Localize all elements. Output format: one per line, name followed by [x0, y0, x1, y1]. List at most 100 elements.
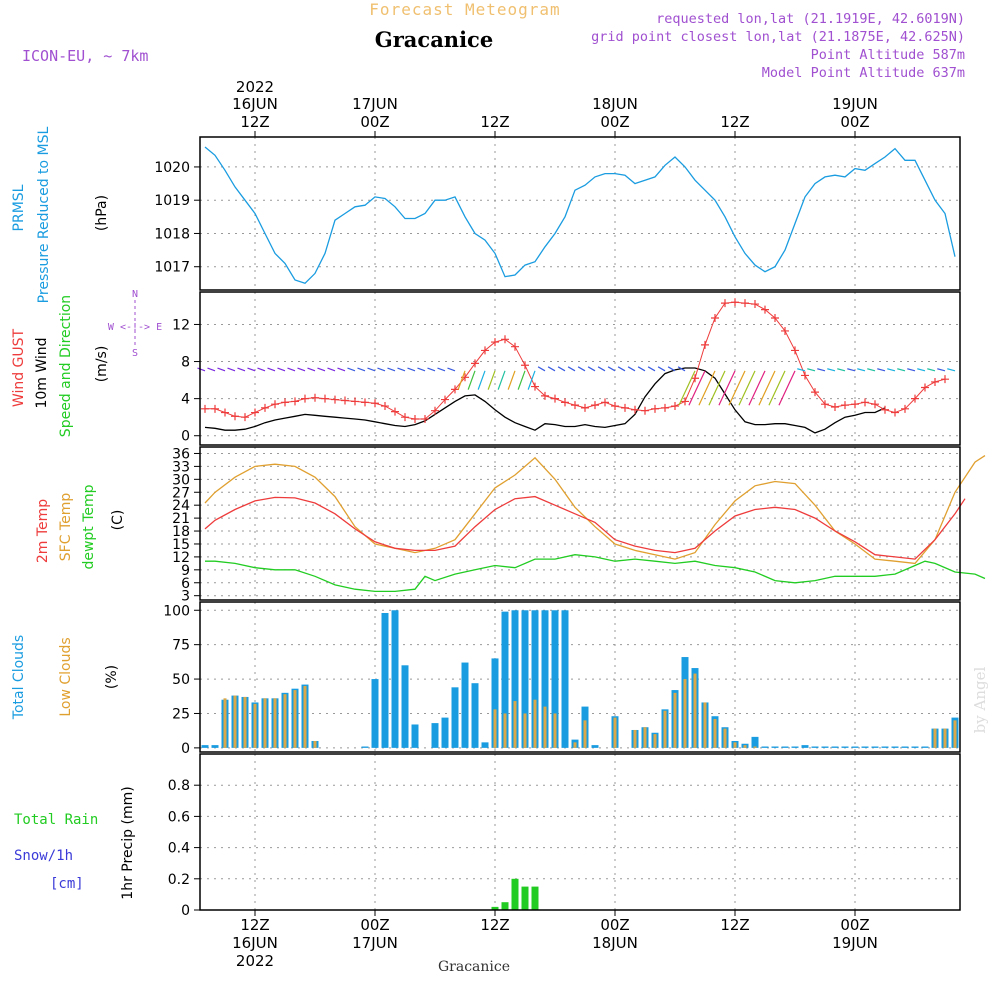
time-label-bottom: 00Z	[600, 916, 629, 934]
cloud-total-bar	[361, 746, 369, 748]
gust-marker	[441, 395, 449, 404]
y-tick-label: 24	[172, 498, 190, 514]
year-bottom: 2022	[236, 952, 274, 970]
gust-marker	[361, 398, 369, 407]
series-2m-temp	[204, 495, 966, 560]
y-tick-label: 15	[172, 537, 190, 553]
dewpt-label: dewpt Temp	[81, 484, 97, 569]
time-label-top: 12Z	[480, 113, 509, 131]
y-tick-label: 1019	[154, 193, 190, 209]
gust-marker	[221, 408, 229, 417]
y-tick-label: 30	[172, 472, 190, 488]
wind-dir-arrow	[897, 368, 906, 372]
gust-marker	[431, 406, 439, 415]
y-tick-label: 36	[172, 446, 190, 462]
wind-dir-arrow	[887, 368, 896, 372]
cloud-total-bar	[471, 683, 479, 748]
cloud-total-bar	[201, 745, 209, 748]
gust-marker	[561, 398, 569, 407]
y-tick-label: 25	[172, 706, 190, 722]
wind-dir-arrow	[547, 366, 556, 372]
gust-marker	[391, 407, 399, 416]
wind-dir-arrow	[427, 367, 436, 372]
cloud-total-bar	[801, 745, 809, 748]
cloud-low-bar	[703, 702, 707, 748]
prmsl-unit: (hPa)	[94, 195, 110, 231]
cloud-low-bar	[753, 746, 757, 748]
y-tick-label: 75	[172, 638, 190, 654]
gust-marker	[251, 408, 259, 417]
compass-we: W <-!-> E	[108, 322, 162, 333]
y-tick-label: 4	[181, 392, 190, 408]
cloud-total-bar	[861, 746, 869, 748]
snow-label: Snow/1h	[14, 848, 73, 864]
gust-marker	[841, 401, 849, 410]
temp2m-label: 2m Temp	[35, 499, 51, 563]
gust-marker	[641, 406, 649, 415]
cloud-total-bar	[561, 610, 569, 748]
wind-dir-arrow	[447, 367, 456, 372]
y-tick-label: 12	[172, 317, 190, 333]
wind-dir-arrow	[307, 367, 316, 372]
cloud-low-bar	[643, 727, 647, 748]
wind-dir-arrow	[217, 367, 226, 372]
wind-dir-arrow	[437, 367, 446, 372]
cloud-low-bar	[693, 673, 697, 748]
gust-marker	[321, 394, 329, 403]
panel-frame	[199, 601, 961, 753]
time-label-bottom: 00Z	[840, 916, 869, 934]
wind-dir-arrow	[617, 366, 626, 372]
wind-dir-arrow	[877, 368, 886, 372]
gust-marker	[281, 398, 289, 407]
gust-marker	[631, 405, 639, 414]
cloud-total-bar	[401, 665, 409, 748]
time-label-top: 00Z	[840, 113, 869, 131]
cloud-total-bar	[391, 610, 399, 748]
gust-marker	[271, 400, 279, 409]
gust-marker	[531, 382, 539, 391]
wind-dir-arrow	[337, 367, 346, 372]
cloud-low-bar	[223, 698, 227, 748]
time-label-top: 12Z	[720, 113, 749, 131]
gust-marker	[921, 383, 929, 392]
wind-unit: (m/s)	[94, 346, 110, 383]
date-label-top: 18JUN	[592, 95, 638, 113]
gust-marker	[781, 326, 789, 335]
gust-marker	[901, 404, 909, 413]
date-label-top: 16JUN	[232, 95, 278, 113]
wind-dir-arrow	[667, 366, 676, 372]
prmsl-label: PRMSL	[11, 184, 27, 231]
wind-dir-arrow	[917, 368, 926, 372]
gust-marker	[931, 377, 939, 386]
gust-marker	[671, 402, 679, 411]
gust-marker	[301, 394, 309, 403]
gust-marker	[711, 313, 719, 322]
cloud-total-bar	[431, 723, 439, 748]
y-tick-label: 0	[181, 903, 190, 919]
cloud-total-bar	[901, 746, 909, 748]
wind-dir-arrow	[417, 367, 426, 372]
wind-dir-arrow	[527, 370, 536, 390]
gust-marker	[621, 403, 629, 412]
cloud-low-bar	[503, 713, 507, 748]
cloud-low-bar	[243, 696, 247, 748]
gust-marker	[511, 342, 519, 351]
wind-dir-arrow	[297, 367, 306, 372]
gust-marker	[731, 298, 739, 307]
gust-marker	[821, 400, 829, 409]
gust-marker	[761, 305, 769, 314]
cloud-total-bar	[771, 746, 779, 748]
panel-frame	[199, 136, 961, 291]
cloud-low-bar	[533, 699, 537, 748]
gust-marker	[851, 400, 859, 409]
date-label-top: 19JUN	[832, 95, 878, 113]
cloud-low-bar	[633, 729, 637, 748]
cloud-total-bar	[511, 610, 519, 748]
gust-marker	[771, 313, 779, 322]
gust-marker	[481, 346, 489, 355]
cloud-unit: (%)	[104, 665, 120, 689]
time-label-top: 00Z	[360, 113, 389, 131]
cloud-low-bar	[713, 718, 717, 748]
wind-dir-arrow	[477, 370, 486, 390]
wind-dir-arrow	[647, 366, 656, 372]
